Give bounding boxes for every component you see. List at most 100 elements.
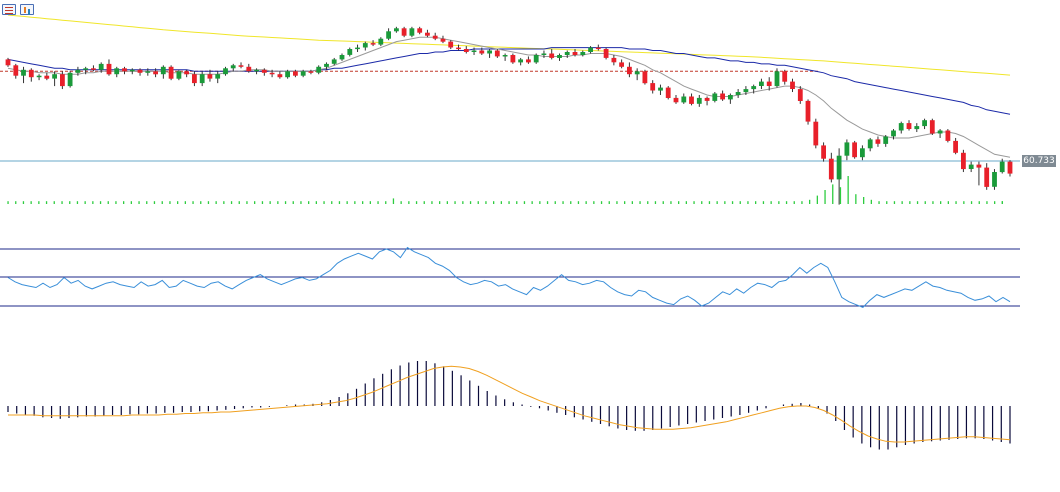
candle-body xyxy=(28,69,34,78)
volume-bar xyxy=(685,201,687,204)
volume-bar xyxy=(493,201,495,204)
candle-body xyxy=(91,68,96,70)
chart-properties-icon[interactable] xyxy=(20,4,34,15)
candle-body xyxy=(642,71,648,84)
volume-bar xyxy=(824,190,826,204)
volume-bar xyxy=(940,201,942,204)
volume-bar xyxy=(523,201,526,204)
volume-bar xyxy=(662,201,664,204)
candle-body xyxy=(153,71,158,75)
candle-body xyxy=(914,126,920,130)
candle-body xyxy=(945,130,951,141)
volume-bar xyxy=(816,195,818,204)
volume-bar xyxy=(269,201,271,204)
candle-body xyxy=(759,81,764,86)
volume-bar xyxy=(177,201,179,204)
candle-body xyxy=(230,65,236,69)
chart-toolbar xyxy=(2,4,34,15)
volume-bar xyxy=(531,201,533,204)
candle-body xyxy=(370,43,376,45)
candle-body xyxy=(106,63,112,75)
volume-bar xyxy=(362,201,364,204)
candle-body xyxy=(984,167,990,187)
candle-body xyxy=(324,63,329,67)
candle-body xyxy=(36,75,42,78)
candle-body xyxy=(774,71,780,87)
volume-bar xyxy=(585,201,587,204)
fast-ma-line xyxy=(7,36,1011,158)
volume-bar xyxy=(955,201,957,204)
volume-bar xyxy=(562,201,564,204)
volume-bar xyxy=(916,201,919,204)
candle-body xyxy=(549,53,555,58)
volume-bar xyxy=(153,201,156,204)
volume-bar xyxy=(947,201,949,204)
volume-bar xyxy=(161,201,163,204)
volume-bar xyxy=(963,201,965,204)
candle-body xyxy=(331,59,337,64)
volume-bar xyxy=(277,201,279,204)
volume-bar xyxy=(570,201,572,204)
volume-bar xyxy=(731,201,734,204)
slow-ma-line xyxy=(7,14,1011,76)
volume-bar xyxy=(593,201,595,204)
volume-bar xyxy=(708,201,711,204)
volume-bar xyxy=(678,201,680,204)
volume-bar xyxy=(338,201,341,204)
volume-bar xyxy=(99,201,102,204)
candle-body xyxy=(510,55,516,63)
candle-body xyxy=(673,97,679,103)
candle-body xyxy=(603,49,609,58)
candle-body xyxy=(844,142,850,156)
volume-bar xyxy=(230,201,233,204)
volume-bar xyxy=(400,201,402,204)
candle-body xyxy=(836,155,842,180)
volume-bar xyxy=(415,201,418,204)
candle-body xyxy=(580,52,586,55)
candle-body xyxy=(277,74,283,78)
volume-bar xyxy=(739,201,741,204)
volume-bar xyxy=(369,201,371,204)
candle-body xyxy=(347,49,353,55)
volume-bar xyxy=(693,201,695,204)
candle-body xyxy=(906,123,912,129)
macd-signal-line xyxy=(8,365,1011,443)
volume-bar xyxy=(146,201,148,204)
volume-bar xyxy=(130,201,132,204)
volume-bar xyxy=(639,201,641,204)
volume-bar xyxy=(308,201,310,204)
volume-bar xyxy=(115,201,117,204)
volume-bar xyxy=(38,201,40,204)
volume-bar xyxy=(863,197,865,204)
candle-body xyxy=(821,145,826,159)
volume-bar xyxy=(431,201,433,204)
candle-body xyxy=(922,120,927,127)
volume-bar xyxy=(762,201,765,204)
candle-body xyxy=(891,130,896,137)
candle-body xyxy=(526,59,531,63)
candle-body xyxy=(75,69,81,73)
candle-body xyxy=(696,97,702,104)
candle-body xyxy=(254,69,259,72)
candle-body xyxy=(743,89,749,93)
candle-body xyxy=(595,47,601,50)
candle-body xyxy=(417,28,423,33)
candle-body xyxy=(766,81,772,86)
candle-body xyxy=(518,59,523,63)
indicator-list-icon[interactable] xyxy=(2,4,16,15)
volume-bar xyxy=(855,194,857,204)
volume-bar xyxy=(392,198,395,204)
volume-bar xyxy=(138,201,140,204)
candle-body xyxy=(564,52,570,55)
volume-bar xyxy=(924,201,926,204)
candle-body xyxy=(83,68,89,70)
candle-body xyxy=(999,161,1005,173)
volume-bar xyxy=(878,201,880,204)
volume-bar xyxy=(901,201,903,204)
volume-bar xyxy=(223,201,225,204)
candle-body xyxy=(992,172,997,187)
volume-bar xyxy=(554,201,556,204)
volume-bar xyxy=(454,201,456,204)
